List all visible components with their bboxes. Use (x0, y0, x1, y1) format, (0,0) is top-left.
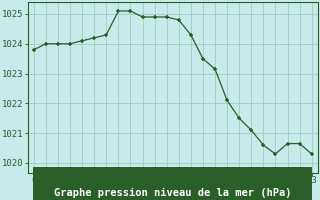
X-axis label: Graphe pression niveau de la mer (hPa): Graphe pression niveau de la mer (hPa) (54, 188, 292, 198)
